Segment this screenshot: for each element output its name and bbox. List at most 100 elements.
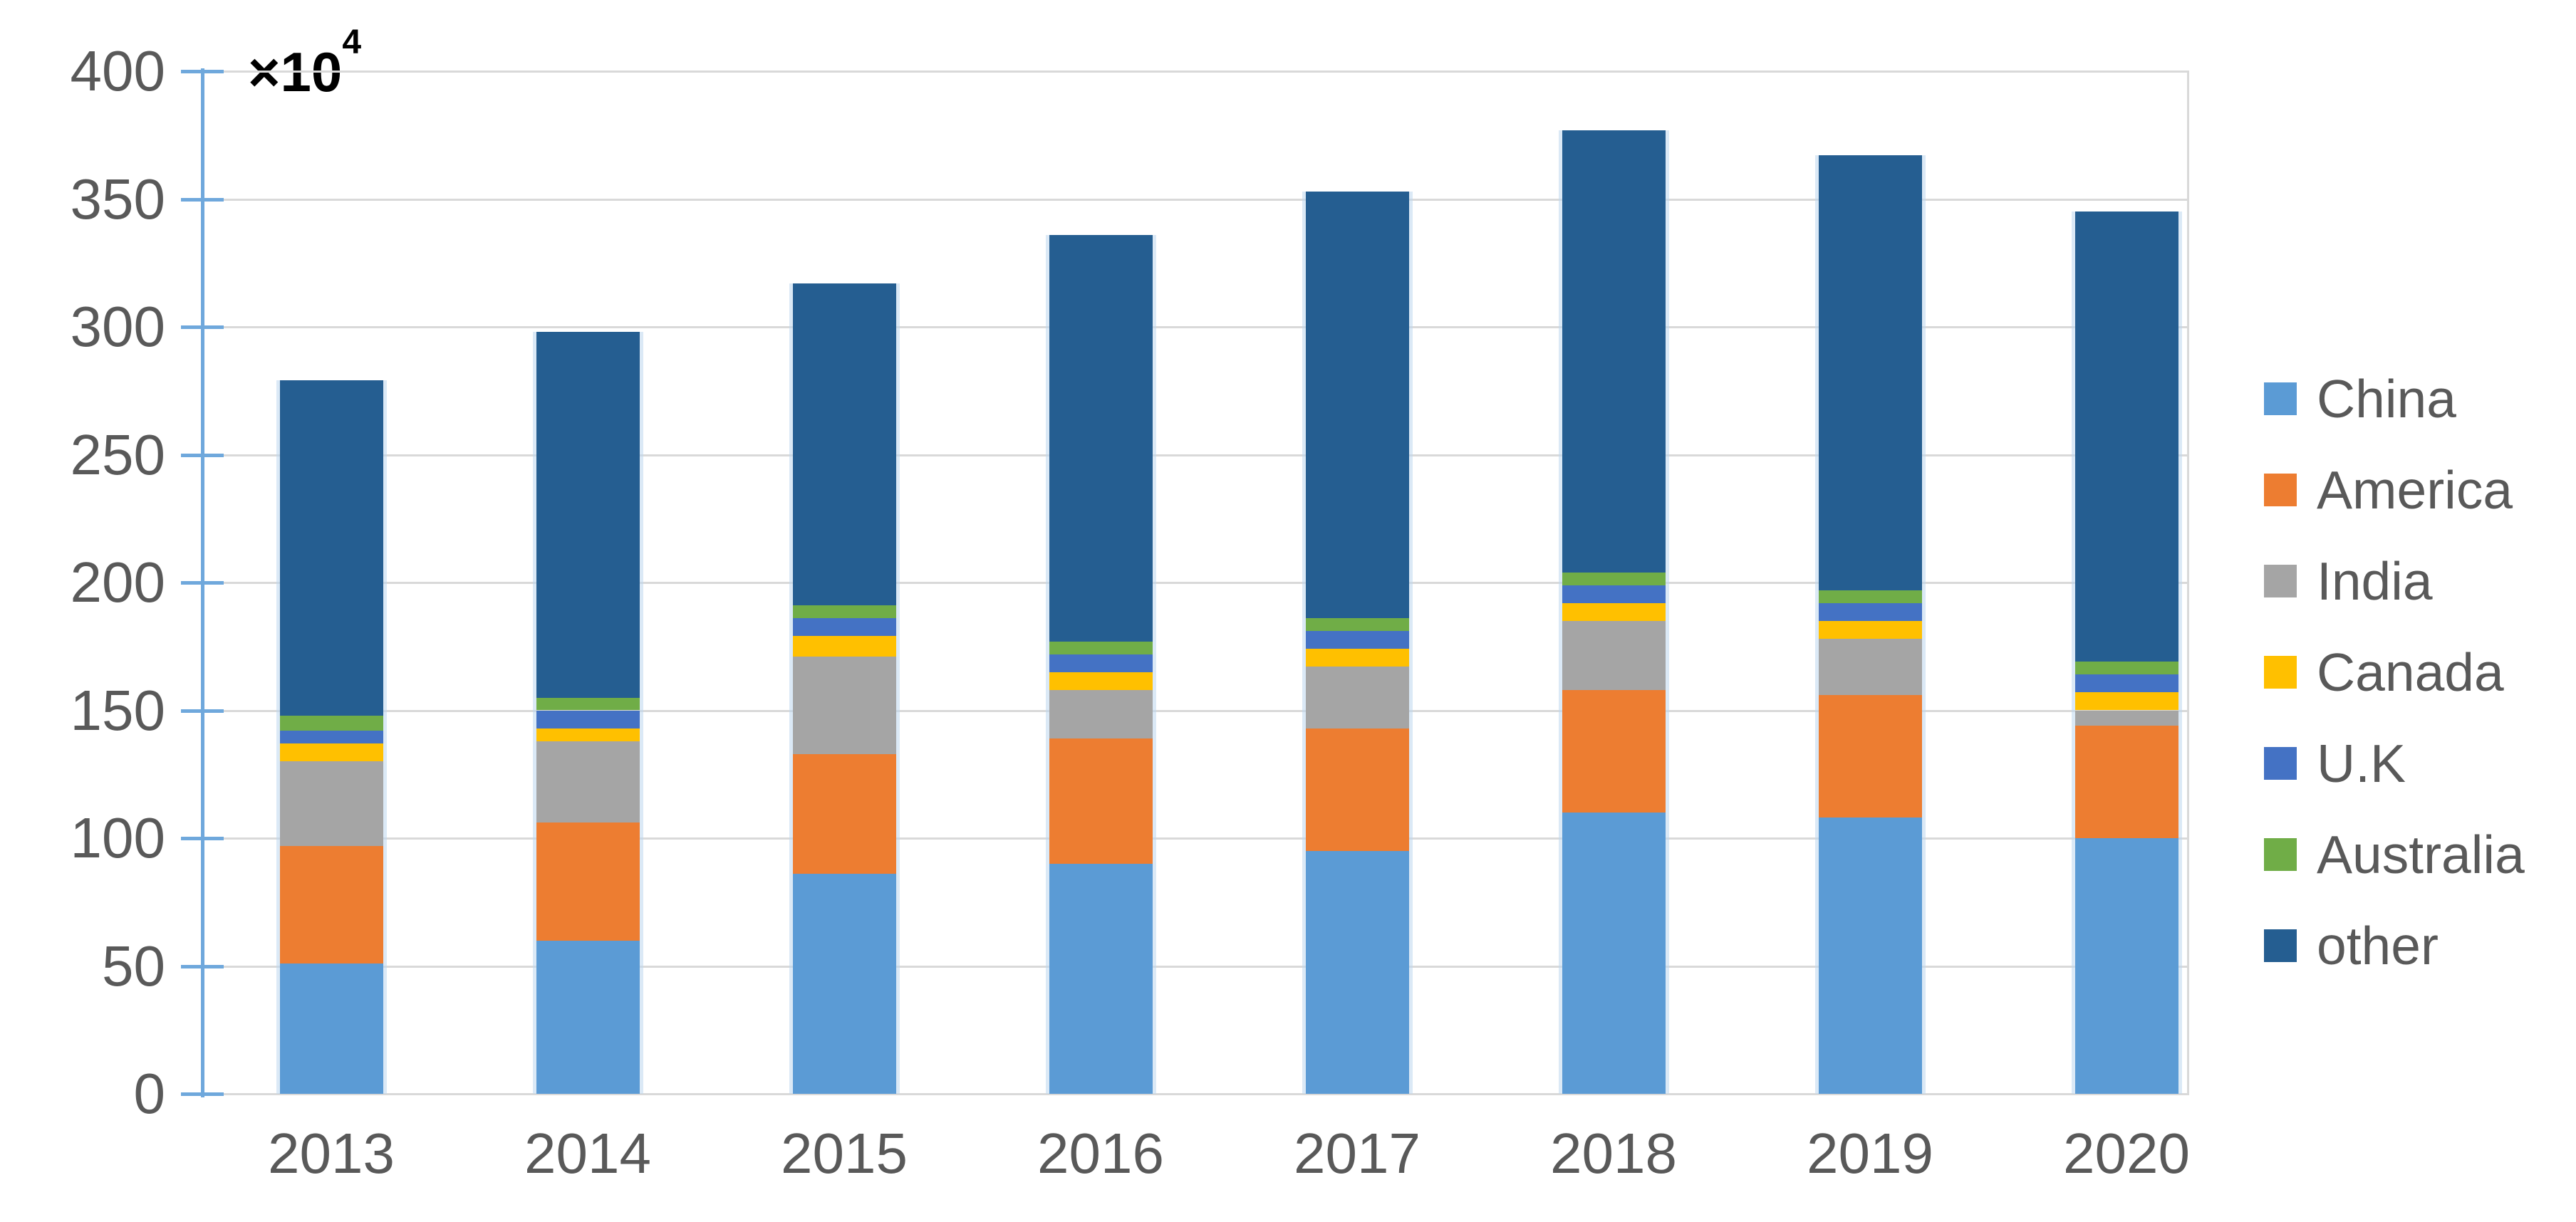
bar-segment-china-2018 — [1562, 813, 1666, 1094]
bar-segment-australia-2016 — [1049, 641, 1153, 654]
bar-segment-canada-2020 — [2074, 692, 2178, 711]
bar-segment-china-2019 — [1818, 818, 1922, 1094]
bar-2015 — [792, 283, 896, 1094]
bar-segment-america-2016 — [1049, 738, 1153, 864]
bar-segment-canada-2018 — [1562, 602, 1666, 621]
bar-segment-other-2016 — [1049, 234, 1153, 642]
y-axis-line — [201, 68, 204, 1097]
bar-segment-india-2017 — [1305, 667, 1409, 728]
y-axis-tick-label: 150 — [70, 678, 165, 742]
bar-segment-america-2020 — [2074, 726, 2178, 838]
gridline — [202, 582, 2188, 584]
axis-multiplier-exponent: 4 — [342, 23, 362, 61]
bar-2017 — [1305, 191, 1409, 1094]
legend-swatch-icon — [2264, 838, 2297, 871]
bar-segment-australia-2014 — [536, 697, 640, 711]
bar-segment-canada-2014 — [536, 728, 640, 741]
bar-segment-america-2014 — [536, 822, 640, 941]
bar-segment-uk-2020 — [2074, 674, 2178, 693]
bar-segment-china-2014 — [536, 940, 640, 1094]
y-axis-tick-label: 250 — [70, 422, 165, 486]
bar-segment-australia-2013 — [279, 715, 383, 731]
bar-segment-australia-2020 — [2074, 662, 2178, 675]
bar-segment-india-2016 — [1049, 689, 1153, 738]
bar-segment-uk-2014 — [536, 710, 640, 728]
bar-segment-uk-2017 — [1305, 631, 1409, 649]
bar-segment-australia-2017 — [1305, 618, 1409, 632]
x-axis-tick-label: 2015 — [781, 1122, 908, 1185]
x-axis-tick-label: 2018 — [1550, 1122, 1677, 1185]
y-axis-tick-label: 200 — [70, 550, 165, 614]
bar-2020 — [2074, 212, 2178, 1094]
bar-segment-india-2020 — [2074, 710, 2178, 726]
gridline — [202, 1093, 2188, 1095]
x-axis-tick-label: 2017 — [1294, 1122, 1421, 1185]
bar-2018 — [1562, 130, 1666, 1094]
y-axis-tick-label: 300 — [70, 295, 165, 358]
legend-swatch-icon — [2264, 747, 2297, 780]
y-axis-tick-label: 100 — [70, 806, 165, 870]
bar-segment-australia-2015 — [792, 605, 896, 619]
bar-segment-china-2016 — [1049, 863, 1153, 1094]
legend-label: America — [2317, 460, 2513, 520]
bar-segment-other-2015 — [792, 283, 896, 606]
bar-segment-canada-2015 — [792, 636, 896, 657]
bar-segment-china-2013 — [279, 963, 383, 1094]
bar-segment-uk-2019 — [1818, 602, 1922, 621]
bar-segment-other-2020 — [2074, 212, 2178, 662]
bar-2016 — [1049, 234, 1153, 1094]
gridline — [202, 965, 2188, 968]
bar-2013 — [279, 380, 383, 1094]
legend-label: Australia — [2317, 825, 2525, 884]
bar-segment-china-2015 — [792, 874, 896, 1094]
bar-2019 — [1818, 155, 1922, 1094]
bar-segment-india-2013 — [279, 761, 383, 846]
bar-segment-india-2014 — [536, 741, 640, 823]
legend-label: other — [2317, 916, 2439, 976]
bar-segment-australia-2018 — [1562, 572, 1666, 585]
bar-segment-other-2014 — [536, 332, 640, 698]
bar-segment-canada-2019 — [1818, 620, 1922, 639]
y-axis-tick-label: 0 — [133, 1062, 166, 1125]
bar-segment-other-2018 — [1562, 130, 1666, 573]
bar-segment-america-2013 — [279, 845, 383, 964]
bar-segment-other-2017 — [1305, 191, 1409, 619]
gridline — [202, 454, 2188, 456]
gridline — [202, 198, 2188, 201]
legend-label: Canada — [2317, 642, 2504, 702]
bar-segment-uk-2015 — [792, 618, 896, 637]
bar-segment-america-2019 — [1818, 694, 1922, 818]
bar-segment-other-2019 — [1818, 155, 1922, 590]
bar-segment-america-2015 — [792, 753, 896, 874]
bar-segment-uk-2013 — [279, 731, 383, 744]
bar-segment-america-2017 — [1305, 728, 1409, 851]
legend-swatch-icon — [2264, 382, 2297, 415]
x-axis-tick-label: 2020 — [2063, 1122, 2190, 1185]
gridline — [202, 837, 2188, 840]
bar-2014 — [536, 332, 640, 1094]
bar-segment-canada-2017 — [1305, 649, 1409, 667]
bar-segment-america-2018 — [1562, 689, 1666, 813]
bar-segment-uk-2018 — [1562, 585, 1666, 603]
bar-segment-canada-2016 — [1049, 672, 1153, 690]
gridline — [202, 709, 2188, 712]
bar-segment-india-2019 — [1818, 638, 1922, 695]
legend-swatch-icon — [2264, 474, 2297, 506]
bar-segment-india-2018 — [1562, 620, 1666, 690]
gridline — [202, 326, 2188, 328]
x-axis-tick-label: 2013 — [268, 1122, 395, 1185]
legend-label: China — [2317, 369, 2456, 429]
bar-segment-other-2013 — [279, 380, 383, 716]
legend-swatch-icon — [2264, 565, 2297, 597]
y-axis-tick-label: 50 — [102, 934, 165, 998]
plot-right-border — [2187, 70, 2189, 1095]
x-axis-tick-label: 2014 — [524, 1122, 651, 1185]
legend-label: U.K — [2317, 733, 2406, 793]
bar-segment-china-2020 — [2074, 837, 2178, 1094]
bar-segment-australia-2019 — [1818, 590, 1922, 603]
x-axis-tick-label: 2019 — [1807, 1122, 1933, 1185]
bar-segment-canada-2013 — [279, 743, 383, 762]
y-axis-tick-label: 400 — [70, 39, 165, 103]
gridline — [202, 70, 2188, 73]
